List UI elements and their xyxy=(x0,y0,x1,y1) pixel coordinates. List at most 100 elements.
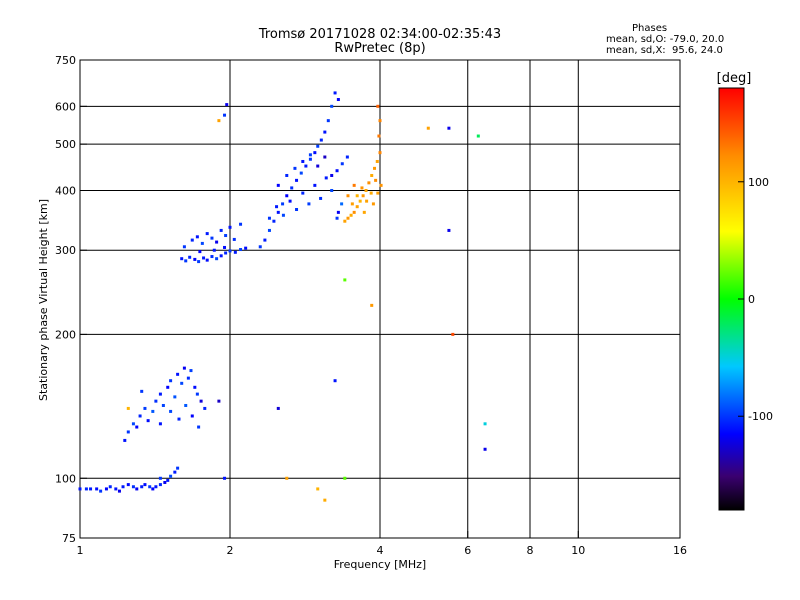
data-point xyxy=(352,183,356,187)
data-point xyxy=(126,483,130,487)
data-point xyxy=(210,236,214,240)
data-point xyxy=(367,181,371,185)
data-point xyxy=(376,191,380,195)
data-point xyxy=(369,191,373,195)
x-axis-label: Frequency [MHz] xyxy=(334,558,426,571)
data-point xyxy=(217,119,221,123)
data-point xyxy=(114,487,118,491)
data-point xyxy=(352,210,356,214)
data-point xyxy=(293,166,297,170)
x-tick-label: 6 xyxy=(464,544,471,557)
data-points xyxy=(78,91,487,502)
data-point xyxy=(355,205,359,209)
data-point xyxy=(143,483,147,487)
data-point xyxy=(223,476,227,480)
data-point xyxy=(143,406,147,410)
data-point xyxy=(301,159,305,163)
data-point xyxy=(193,385,197,389)
data-point xyxy=(258,245,262,249)
data-point xyxy=(370,173,374,177)
data-point xyxy=(483,422,487,426)
data-point xyxy=(215,240,219,244)
data-point xyxy=(151,409,155,413)
data-point xyxy=(173,395,177,399)
x-tick-label: 4 xyxy=(377,544,384,557)
data-point xyxy=(219,228,223,232)
data-point xyxy=(176,372,180,376)
data-point xyxy=(340,202,344,206)
y-tick-label: 100 xyxy=(55,472,76,485)
data-point xyxy=(180,381,184,385)
data-point xyxy=(135,487,139,491)
data-point xyxy=(374,178,378,182)
data-point xyxy=(223,113,227,117)
data-point xyxy=(166,385,170,389)
data-point xyxy=(333,379,337,383)
data-point xyxy=(123,438,127,442)
data-point xyxy=(447,126,451,130)
colorbar-tick-label: 100 xyxy=(748,176,769,189)
colorbar-tick-label: -100 xyxy=(748,410,773,423)
data-point xyxy=(233,250,237,254)
data-point xyxy=(148,485,152,489)
y-tick-label: 400 xyxy=(55,184,76,197)
x-axis-ticks: 1 2 4 6 8 10 16 xyxy=(77,531,687,557)
data-point xyxy=(193,257,197,261)
data-point xyxy=(290,186,294,190)
data-point xyxy=(285,476,289,480)
data-point xyxy=(89,487,93,491)
data-point xyxy=(319,138,323,142)
data-point xyxy=(301,191,305,195)
data-point xyxy=(426,126,430,130)
data-point xyxy=(163,480,167,484)
data-point xyxy=(483,447,487,451)
data-point xyxy=(378,119,382,123)
x-tick-label: 8 xyxy=(527,544,534,557)
data-point xyxy=(169,409,173,413)
data-point xyxy=(224,234,228,238)
data-point xyxy=(304,164,308,168)
data-point xyxy=(313,151,317,155)
data-point xyxy=(281,202,285,206)
data-point xyxy=(154,485,158,489)
x-tick-label: 1 xyxy=(77,544,84,557)
data-point xyxy=(335,169,339,173)
data-point xyxy=(281,213,285,217)
data-point xyxy=(267,228,271,232)
data-point xyxy=(451,332,455,336)
data-point xyxy=(345,155,349,159)
data-point xyxy=(375,159,379,163)
data-point xyxy=(333,91,337,95)
data-point xyxy=(180,257,184,261)
y-axis-label: Stationary phase Virtual Height [km] xyxy=(37,199,50,401)
data-point xyxy=(108,485,112,489)
data-point xyxy=(182,245,186,249)
data-point xyxy=(308,157,312,161)
data-point xyxy=(224,251,228,255)
data-point xyxy=(169,474,173,478)
data-point xyxy=(225,103,229,107)
y-tick-label: 75 xyxy=(62,532,76,545)
data-point xyxy=(138,414,142,418)
data-point xyxy=(313,183,317,187)
data-point xyxy=(219,254,223,258)
data-point xyxy=(188,255,192,259)
y-tick-label: 750 xyxy=(55,54,76,67)
colorbar-label: [deg] xyxy=(717,71,752,86)
data-point xyxy=(370,303,374,307)
data-point xyxy=(190,238,194,242)
data-point xyxy=(355,194,359,198)
data-point xyxy=(131,422,135,426)
data-point xyxy=(350,202,354,206)
data-point xyxy=(316,144,320,148)
data-point xyxy=(104,487,108,491)
phases-heading: Phases xyxy=(632,23,668,34)
data-point xyxy=(239,248,243,252)
y-tick-label: 500 xyxy=(55,138,76,151)
data-point xyxy=(197,260,201,264)
data-point xyxy=(189,369,193,373)
data-point xyxy=(199,399,203,403)
data-point xyxy=(117,489,121,493)
data-point xyxy=(330,173,334,177)
data-point xyxy=(343,476,347,480)
